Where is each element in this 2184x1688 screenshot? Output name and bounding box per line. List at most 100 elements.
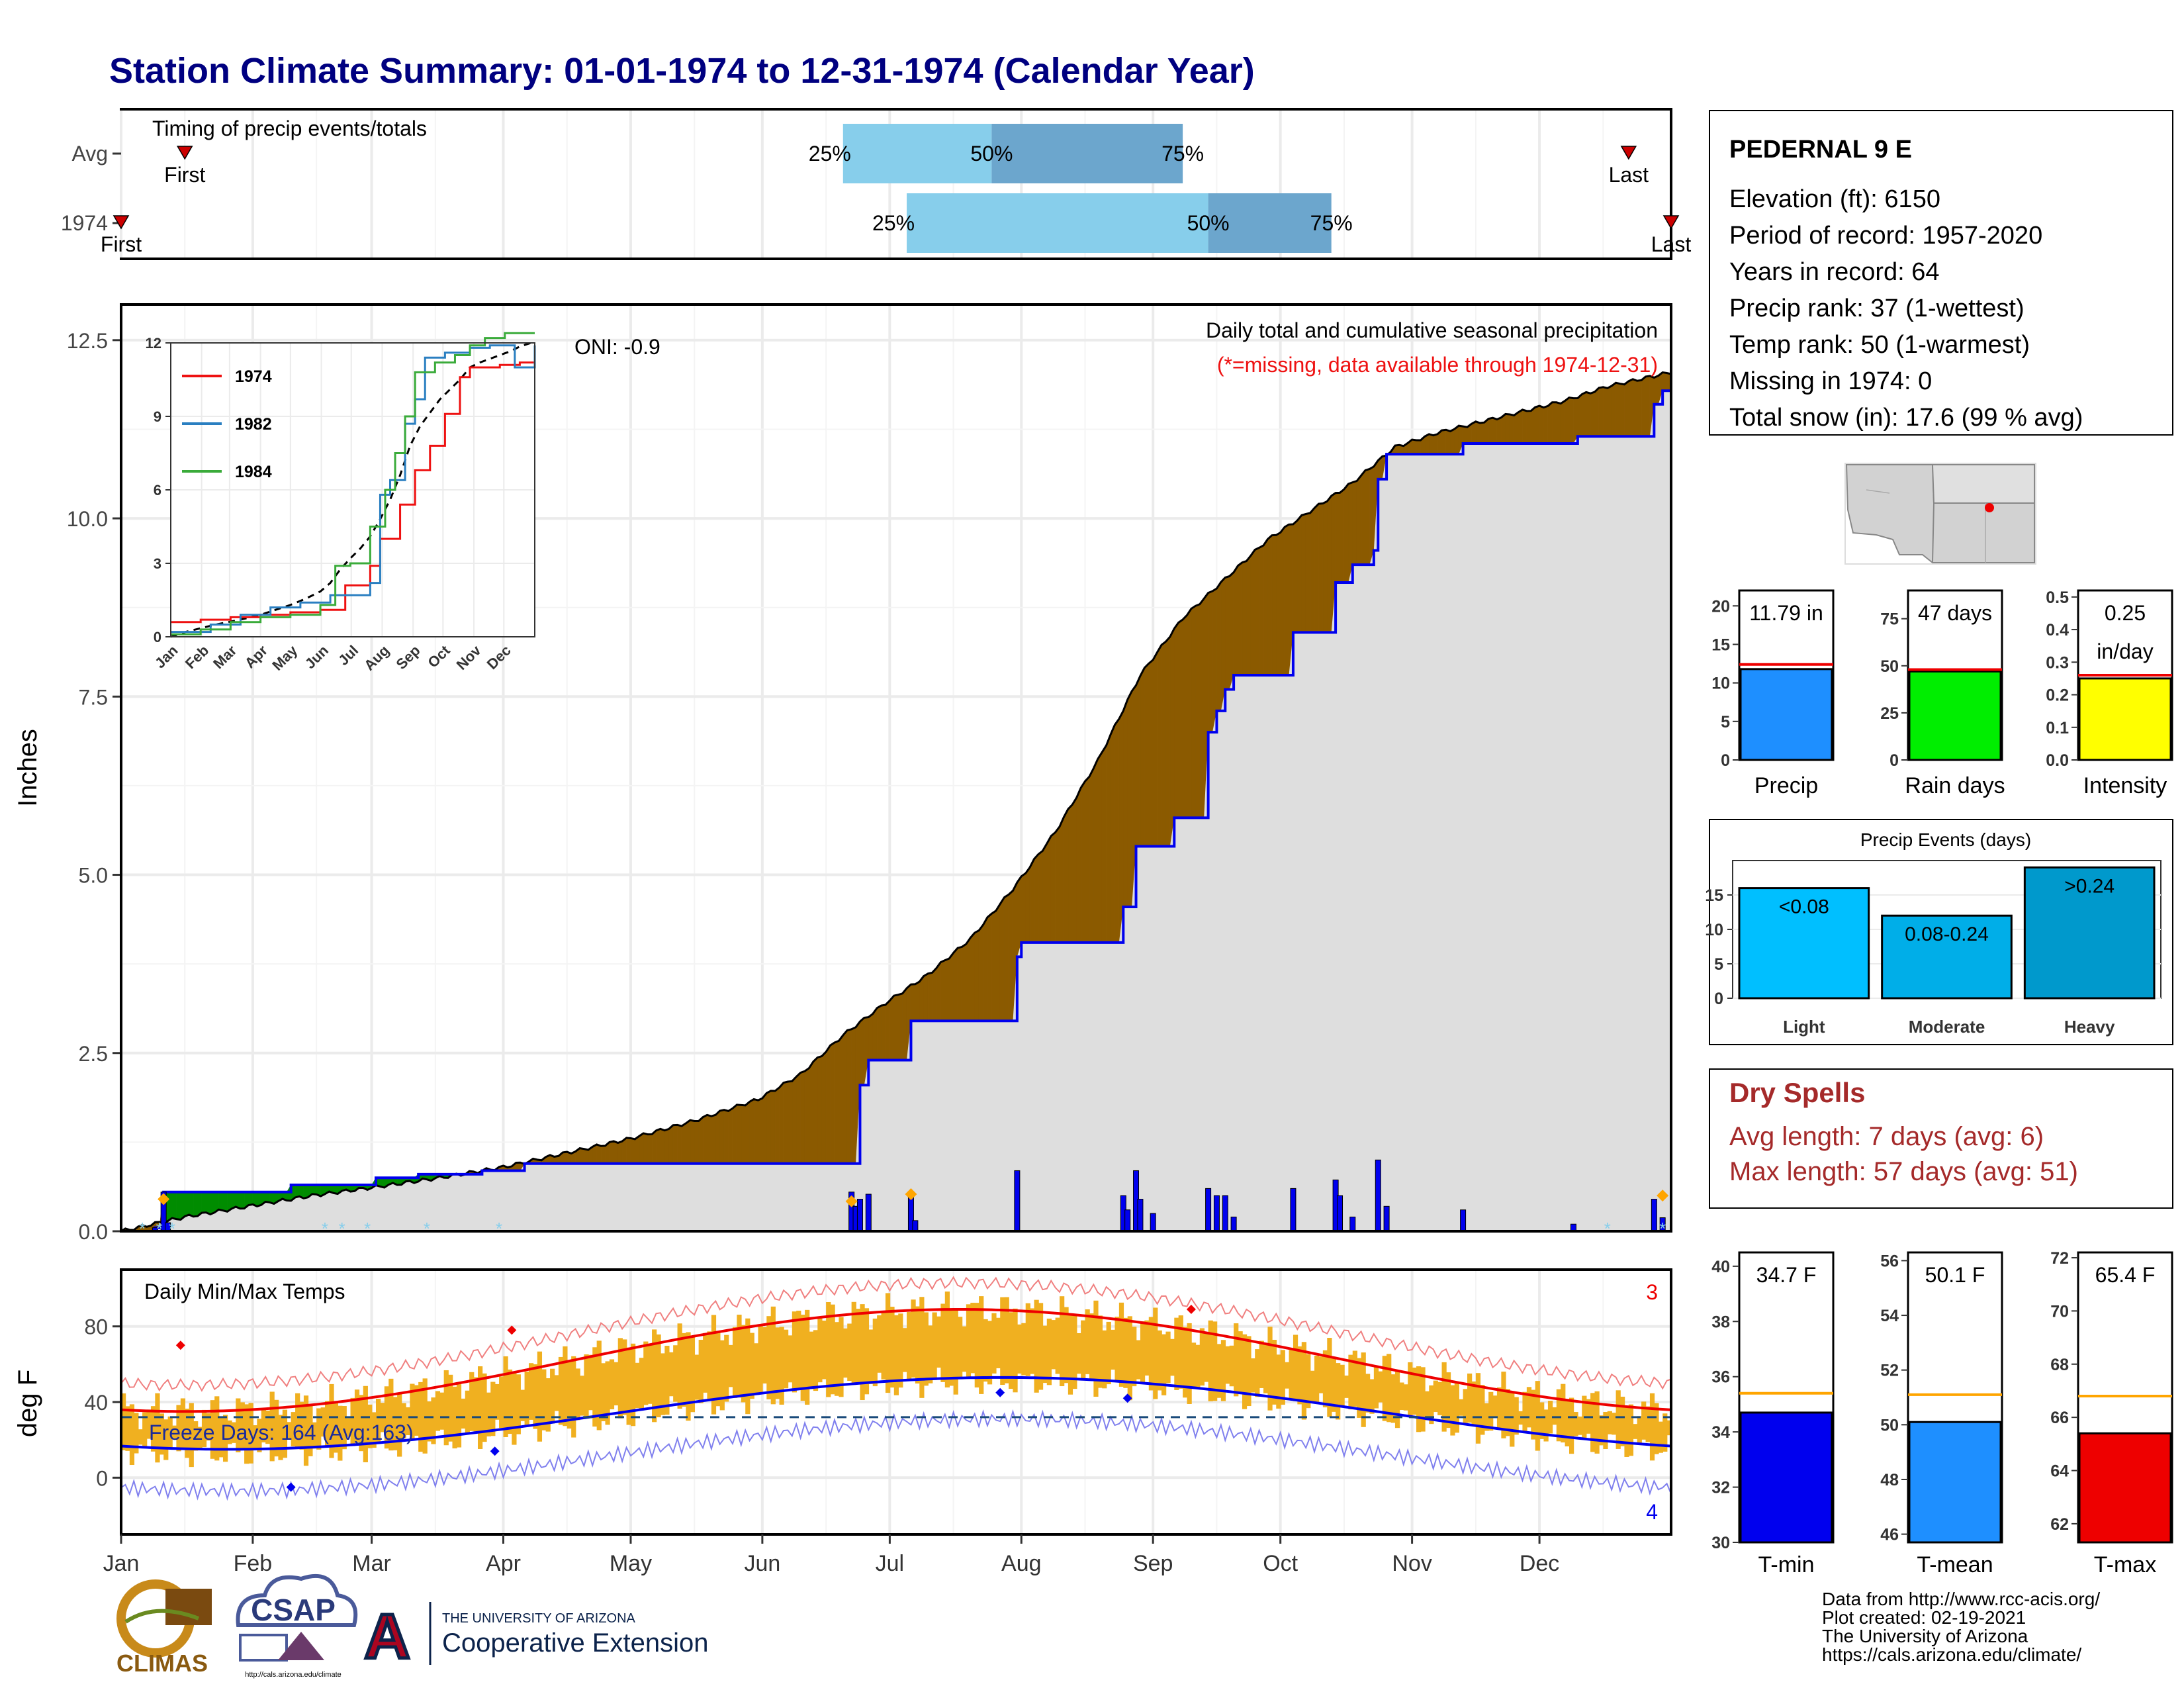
daily-temp-range-bar: [991, 1313, 997, 1374]
cumulative-diff-fill: [563, 1151, 567, 1164]
cumulative-diff-fill: [303, 1184, 308, 1199]
daily-temp-range-bar: [1348, 1354, 1353, 1410]
daily-temp-range-bar: [227, 1420, 232, 1444]
daily-temp-range-bar: [1561, 1383, 1566, 1443]
daily-temp-range-bar: [1318, 1356, 1324, 1393]
cumulative-diff-fill: [779, 1082, 784, 1164]
daily-temp-range-bar: [1531, 1389, 1536, 1440]
events-y-tick: 5: [1714, 955, 1723, 974]
daily-temp-range-bar: [1250, 1358, 1255, 1393]
daily-temp-range-bar: [1382, 1356, 1387, 1421]
cumulative-diff-fill: [1101, 745, 1107, 943]
daily-temp-range-bar: [1471, 1381, 1477, 1427]
daily-temp-range-bar: [206, 1413, 211, 1441]
summary-value-bar: [1739, 668, 1833, 761]
daily-temp-range-bar: [1009, 1312, 1014, 1389]
daily-temp-range-bar: [758, 1325, 763, 1393]
record-low-count: 4: [1646, 1500, 1658, 1524]
summary-value-label: 0.25: [2105, 601, 2146, 625]
daily-temp-range-bar: [121, 1393, 126, 1450]
cumulative-diff-fill: [1152, 651, 1158, 847]
daily-temp-range-bar: [363, 1385, 368, 1463]
cumulative-diff-fill: [737, 1104, 742, 1164]
cumulative-diff-fill: [1297, 514, 1302, 633]
summary-y-tick: 0.3: [2046, 653, 2069, 672]
events-title: Precip Events (days): [1860, 829, 2031, 850]
cumulative-diff-fill: [614, 1141, 618, 1164]
cumulative-diff-fill: [953, 947, 958, 1021]
cumulative-diff-fill: [681, 1123, 686, 1164]
daily-precip-bar: [1460, 1209, 1467, 1232]
daily-temp-range-bar: [1111, 1329, 1116, 1370]
cumulative-diff-fill: [176, 1192, 181, 1220]
daily-temp-range-bar: [1526, 1387, 1532, 1428]
daily-temp-range-bar: [792, 1311, 797, 1393]
daily-temp-range-bar: [805, 1309, 810, 1405]
cumulative-diff-fill: [1076, 788, 1081, 943]
events-bar: [1881, 914, 2013, 1000]
daily-temp-range-bar: [443, 1370, 449, 1446]
cumulative-diff-fill: [1412, 439, 1417, 455]
summary-y-tick: 0.1: [2046, 719, 2069, 737]
temp-summary-y-tick: 48: [1880, 1471, 1899, 1489]
daily-temp-range-bar: [1569, 1397, 1574, 1454]
cumulative-diff-fill: [1195, 604, 1201, 818]
daily-temp-range-bar: [1153, 1307, 1158, 1399]
daily-temp-range-bar: [159, 1413, 164, 1455]
credits: Data from http://www.rcc-acis.org/ Plot …: [1822, 1589, 2100, 1665]
daily-temp-range-bar: [150, 1406, 156, 1452]
temp-summary-y-tick: 56: [1880, 1252, 1899, 1270]
daily-temp-range-bar: [222, 1415, 228, 1462]
record-high-line: [120, 1276, 1672, 1392]
cumulative-diff-fill: [248, 1192, 253, 1205]
cumulative-diff-fill: [651, 1130, 657, 1164]
temp-summary-y-tick: 62: [2050, 1515, 2069, 1534]
cumulative-diff-fill: [1607, 385, 1612, 437]
daily-temp-range-bar: [1123, 1317, 1128, 1388]
cumulative-diff-fill: [1136, 675, 1141, 847]
cumulative-diff-fill: [189, 1192, 194, 1217]
month-label: Jul: [876, 1551, 904, 1576]
daily-temp-range-bar: [1238, 1331, 1243, 1395]
cumulative-diff-fill: [1246, 555, 1251, 676]
daily-temp-range-bar: [966, 1304, 972, 1379]
cumulative-diff-fill: [1301, 514, 1306, 633]
credit-line-1: Data from http://www.rcc-acis.org/: [1822, 1589, 2100, 1609]
temp-summary-value: 65.4 F: [2095, 1263, 2156, 1287]
cumulative-diff-fill: [1123, 699, 1128, 908]
daily-temp-range-bar: [1017, 1324, 1023, 1374]
daily-temp-range-bar: [1357, 1358, 1362, 1418]
cumulative-diff-fill: [1475, 421, 1480, 444]
cumulative-diff-fill: [1560, 400, 1565, 444]
timing-p25-label: 25%: [872, 211, 915, 235]
cumulative-diff-fill: [1182, 614, 1187, 818]
temp-summary-y-tick: 54: [1880, 1307, 1899, 1325]
daily-temp-range-bar: [936, 1316, 942, 1368]
daily-temp-range-bar: [1463, 1389, 1468, 1423]
daily-temp-range-bar: [1306, 1354, 1311, 1409]
first-event-label: First: [101, 232, 142, 256]
cumulative-diff-fill: [1361, 469, 1366, 565]
daily-temp-range-bar: [1420, 1367, 1426, 1432]
daily-temp-range-bar: [1369, 1379, 1375, 1414]
cumulative-diff-fill: [1488, 417, 1493, 444]
daily-temp-range-bar: [520, 1389, 525, 1421]
record-high-marker: [507, 1325, 517, 1335]
daily-temp-range-bar: [210, 1400, 215, 1459]
daily-temp-range-bar: [1118, 1302, 1124, 1387]
cumulative-diff-fill: [1654, 375, 1659, 405]
daily-temp-range-bar: [809, 1331, 814, 1389]
daily-temp-range-bar: [779, 1327, 784, 1405]
cumulative-diff-fill: [1637, 380, 1642, 437]
precip-ylabel: Inches: [13, 729, 42, 807]
daily-temp-range-bar: [1060, 1296, 1065, 1387]
daily-temp-range-bar: [1387, 1354, 1392, 1423]
daily-temp-range-bar: [622, 1339, 627, 1415]
daily-temp-range-bar: [575, 1368, 580, 1421]
daily-temp-range-bar: [371, 1412, 377, 1448]
station-name: PEDERNAL 9 E: [1729, 136, 1912, 164]
cumulative-diff-fill: [1038, 850, 1043, 943]
temp-summary-y-tick: 72: [2050, 1249, 2069, 1268]
cumulative-diff-fill: [1590, 391, 1595, 437]
cumulative-diff-fill: [745, 1101, 750, 1164]
